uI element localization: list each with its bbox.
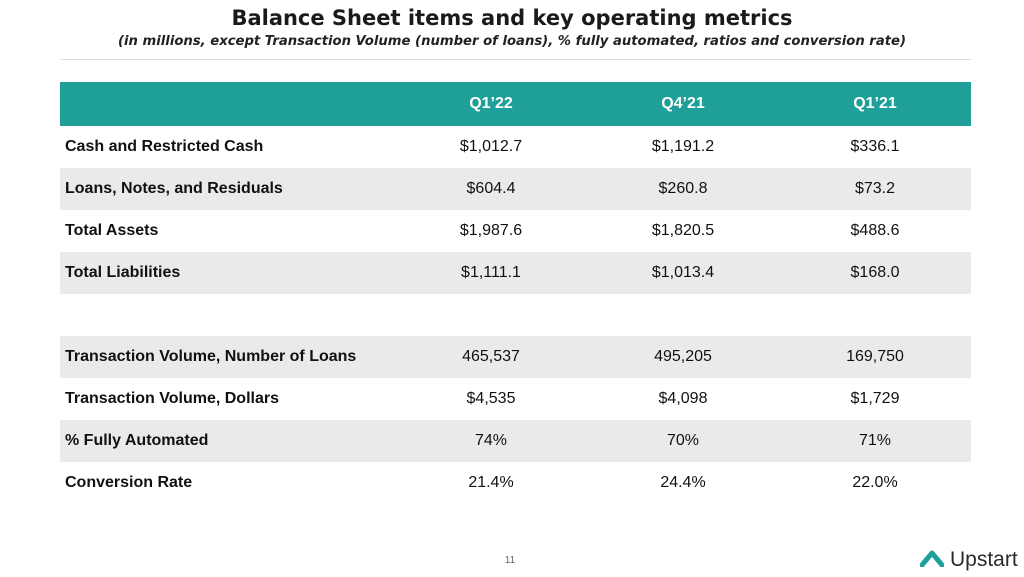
- cell-value: 71%: [858, 432, 892, 449]
- cell-value: $1,012.7: [459, 138, 523, 155]
- page-subtitle: (in millions, except Transaction Volume …: [118, 34, 906, 49]
- cell-value: $73.2: [854, 180, 896, 197]
- table-row: Transaction Volume, Dollars $4,535 $4,09…: [60, 378, 971, 420]
- page-title: Balance Sheet items and key operating me…: [231, 6, 793, 30]
- table-row: Transaction Volume, Number of Loans 465,…: [60, 336, 971, 378]
- cell-value: $488.6: [850, 222, 900, 239]
- table-row: Total Liabilities $1,111.1 $1,013.4 $168…: [60, 252, 971, 294]
- cell-value: 22.0%: [852, 474, 898, 491]
- row-label: Loans, Notes, and Residuals: [65, 180, 283, 197]
- page-number: 11: [504, 555, 516, 566]
- cell-value: $604.4: [466, 180, 516, 197]
- cell-value: 465,537: [462, 348, 520, 365]
- table-row: Loans, Notes, and Residuals $604.4 $260.…: [60, 168, 971, 210]
- section-spacer: [60, 294, 971, 336]
- cell-value: 21.4%: [468, 474, 514, 491]
- title-divider: [60, 59, 971, 60]
- cell-value: $336.1: [850, 138, 900, 155]
- table-row: % Fully Automated 74% 70% 71%: [60, 420, 971, 462]
- upstart-logo: Upstart: [919, 548, 1018, 572]
- cell-value: $1,191.2: [651, 138, 715, 155]
- cell-value: $1,111.1: [461, 264, 521, 281]
- table-header-row: Q1’22 Q4’21 Q1’21: [60, 82, 971, 126]
- row-label: Transaction Volume, Number of Loans: [65, 348, 357, 365]
- cell-value: 70%: [666, 432, 700, 449]
- table-row: Total Assets $1,987.6 $1,820.5 $488.6: [60, 210, 971, 252]
- cell-value: $260.8: [658, 180, 708, 197]
- cell-value: 169,750: [846, 348, 904, 365]
- row-label: Conversion Rate: [65, 474, 193, 491]
- cell-value: $1,013.4: [651, 264, 715, 281]
- cell-value: 74%: [474, 432, 508, 449]
- header-q4-21: Q4’21: [661, 95, 705, 112]
- cell-value: 24.4%: [660, 474, 706, 491]
- row-label: Total Liabilities: [65, 264, 181, 281]
- table-row: Cash and Restricted Cash $1,012.7 $1,191…: [60, 126, 971, 168]
- cell-value: $168.0: [850, 264, 900, 281]
- cell-value: $1,729: [850, 390, 900, 407]
- upstart-chevron-icon: [919, 549, 945, 572]
- row-label: Total Assets: [65, 222, 159, 239]
- header-empty: [60, 82, 395, 126]
- cell-value: 495,205: [654, 348, 712, 365]
- cell-value: $4,098: [658, 390, 708, 407]
- table-row: Conversion Rate 21.4% 24.4% 22.0%: [60, 462, 971, 504]
- cell-value: $1,987.6: [459, 222, 523, 239]
- row-label: Cash and Restricted Cash: [65, 138, 264, 155]
- logo-text: Upstart: [950, 548, 1018, 571]
- row-label: % Fully Automated: [65, 432, 209, 449]
- header-q1-22: Q1’22: [469, 95, 513, 112]
- header-q1-21: Q1’21: [853, 95, 897, 112]
- cell-value: $1,820.5: [651, 222, 715, 239]
- cell-value: $4,535: [466, 390, 516, 407]
- metrics-table: Q1’22 Q4’21 Q1’21 Cash and Restricted Ca…: [60, 82, 971, 504]
- row-label: Transaction Volume, Dollars: [65, 390, 279, 407]
